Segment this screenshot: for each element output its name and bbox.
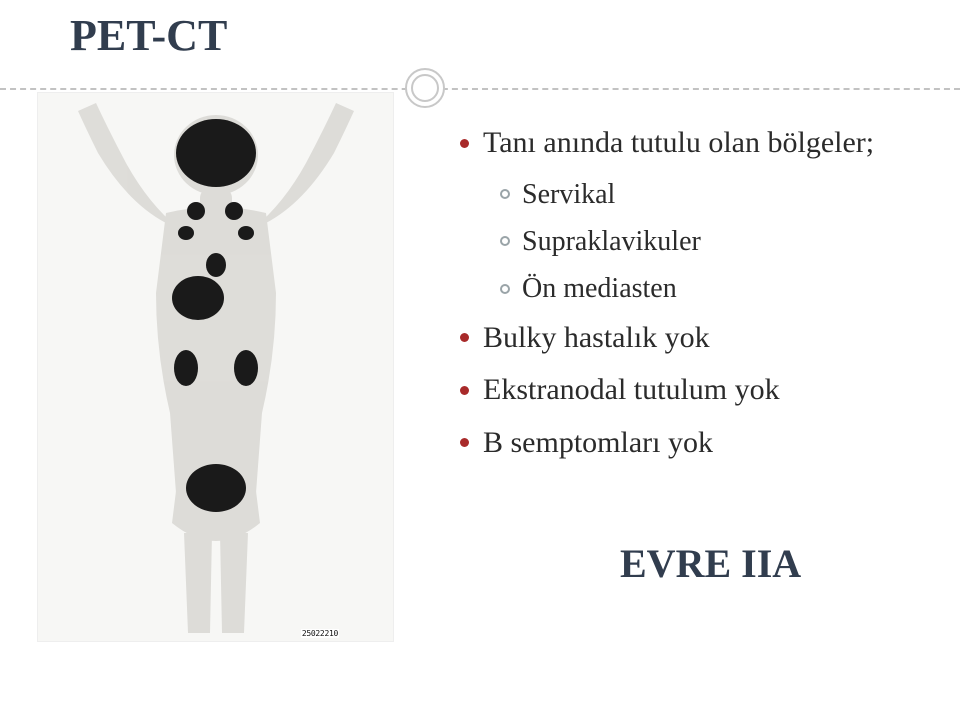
bullet-text: B semptomları yok xyxy=(483,426,713,459)
uptake-bladder xyxy=(186,464,246,512)
petct-scan-image: 25022210 xyxy=(37,92,394,642)
uptake-brain xyxy=(176,119,256,187)
bullet-text: Servikal xyxy=(522,179,615,210)
bullet-dot-icon xyxy=(460,386,469,395)
uptake-mediastinum xyxy=(206,253,226,277)
bullet-dot-icon xyxy=(460,438,469,447)
bullet-l2: Servikal xyxy=(500,173,930,216)
bullet-text: Ekstranodal tutulum yok xyxy=(483,373,780,406)
bullet-l2: Ön mediasten xyxy=(500,267,930,310)
bullet-dot-icon xyxy=(460,333,469,342)
bullet-ring-icon xyxy=(500,189,510,199)
slide: PET-CT xyxy=(0,0,960,712)
petct-svg xyxy=(38,93,393,641)
slide-title: PET-CT xyxy=(70,10,227,61)
uptake-cervical-left xyxy=(225,202,243,220)
uptake-kidney-right xyxy=(174,350,198,386)
bullet-text: Tanı anında tutulu olan bölgeler; xyxy=(483,126,874,159)
stage-label: EVRE IIA xyxy=(620,540,801,587)
bullet-dot-icon xyxy=(460,139,469,148)
bullet-text: Bulky hastalık yok xyxy=(483,321,710,354)
uptake-heart xyxy=(172,276,224,320)
bullet-l1: Tanı anında tutulu olan bölgeler; xyxy=(460,120,930,167)
divider-line xyxy=(0,88,960,90)
uptake-supraclav-right xyxy=(178,226,194,240)
uptake-supraclav-left xyxy=(238,226,254,240)
bullet-text: Supraklavikuler xyxy=(522,226,701,257)
uptake-kidney-left xyxy=(234,350,258,386)
bullet-list: Tanı anında tutulu olan bölgeler; Servika… xyxy=(460,120,930,472)
bullet-l1: B semptomları yok xyxy=(460,420,930,467)
bullet-ring-icon xyxy=(500,236,510,246)
bullet-l2: Supraklavikuler xyxy=(500,220,930,263)
divider-circle-inner xyxy=(411,74,439,102)
bullet-ring-icon xyxy=(500,284,510,294)
uptake-cervical-right xyxy=(187,202,205,220)
divider xyxy=(0,88,960,90)
bullet-l1: Ekstranodal tutulum yok xyxy=(460,367,930,414)
bullet-l1: Bulky hastalık yok xyxy=(460,315,930,362)
bullet-text: Ön mediasten xyxy=(522,273,677,304)
scan-date-stamp: 25022210 xyxy=(301,629,339,638)
